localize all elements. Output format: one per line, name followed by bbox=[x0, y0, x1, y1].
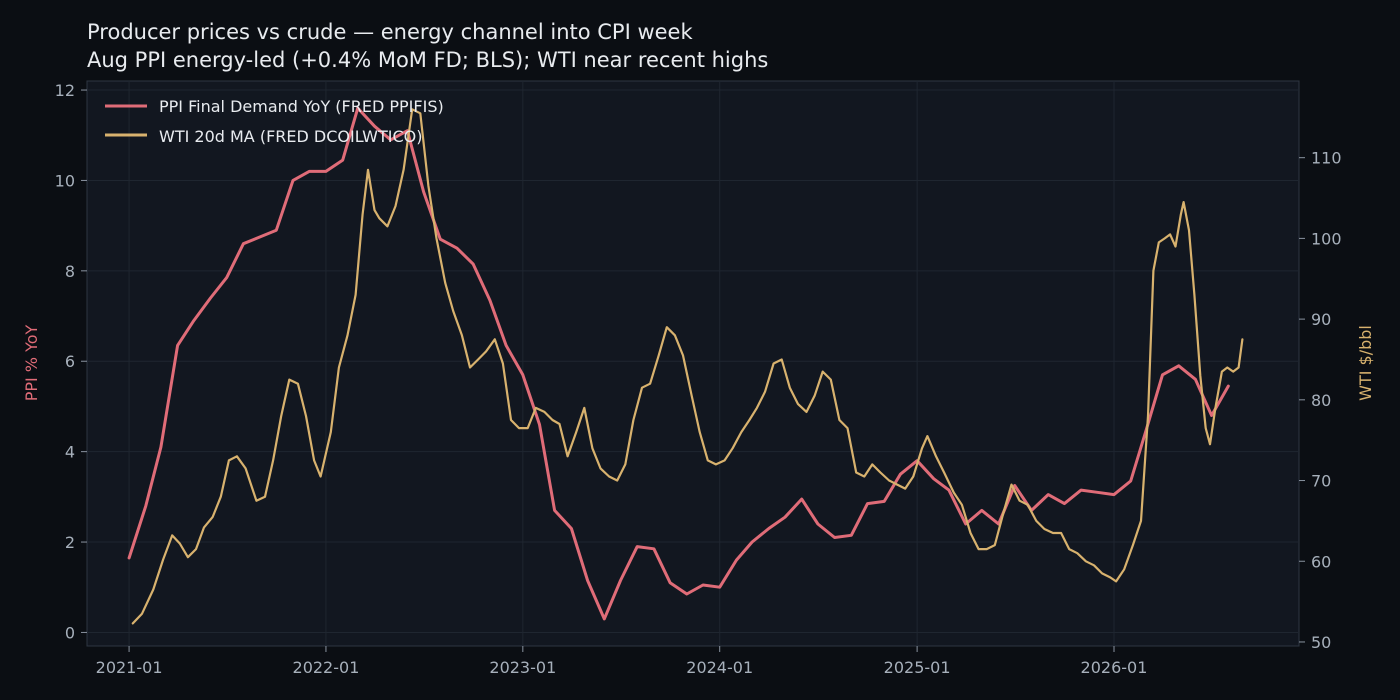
y-left-tick-label: 2 bbox=[65, 533, 75, 552]
series-layer bbox=[127, 106, 1244, 625]
legend-label-wti: WTI 20d MA (FRED DCOILWTICO) bbox=[159, 127, 422, 146]
y-left-tick-label: 0 bbox=[65, 623, 75, 642]
chart-subtitle: Aug PPI energy-led (+0.4% MoM FD; BLS); … bbox=[87, 48, 769, 72]
y-axis-left-title: PPI % YoY bbox=[22, 324, 41, 401]
x-tick-label: 2023-01 bbox=[489, 658, 556, 677]
x-tick-label: 2022-01 bbox=[293, 658, 360, 677]
y-left-tick-label: 10 bbox=[55, 171, 75, 190]
x-tick-label: 2025-01 bbox=[884, 658, 951, 677]
y-left-tick-label: 6 bbox=[65, 352, 75, 371]
y-right-tick-label: 70 bbox=[1311, 472, 1331, 491]
x-tick-label: 2026-01 bbox=[1081, 658, 1148, 677]
y-right-tick-label: 60 bbox=[1311, 552, 1331, 571]
y-right-tick-label: 80 bbox=[1311, 391, 1331, 410]
y-right-tick-label: 100 bbox=[1311, 229, 1342, 248]
series-line-wti bbox=[131, 108, 1244, 625]
y-axis-right-title: WTI $/bbl bbox=[1356, 325, 1375, 401]
x-tick-label: 2024-01 bbox=[686, 658, 753, 677]
plot-area bbox=[86, 80, 1300, 647]
y-left-tick-label: 8 bbox=[65, 262, 75, 281]
axes: 2021-01 2022-01 2023-01 2024-01 2025-01 2026-… bbox=[55, 81, 1342, 677]
y-right-tick-label: 90 bbox=[1311, 310, 1331, 329]
chart-title: Producer prices vs crude — energy channe… bbox=[87, 20, 693, 44]
y-right-tick-label: 50 bbox=[1311, 633, 1331, 652]
y-left-tick-label: 12 bbox=[55, 81, 75, 100]
y-left-tick-label: 4 bbox=[65, 443, 75, 462]
legend[interactable]: PPI Final Demand YoY (FRED PPIFIS) WTI 2… bbox=[105, 97, 444, 146]
legend-label-ppi: PPI Final Demand YoY (FRED PPIFIS) bbox=[159, 97, 444, 116]
series-line-ppi bbox=[127, 106, 1230, 621]
x-tick-label: 2021-01 bbox=[96, 658, 163, 677]
y-right-tick-label: 110 bbox=[1311, 149, 1342, 168]
grid-lines bbox=[87, 81, 1299, 646]
